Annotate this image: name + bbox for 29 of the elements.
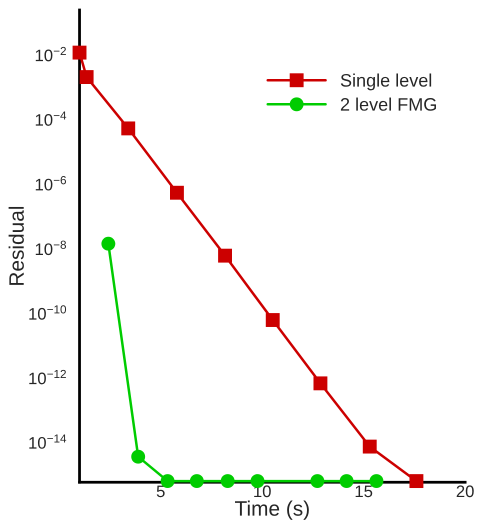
y-tick-label: 10$^{−8}$ — [36, 240, 66, 256]
y-tick-label: 10$^{−12}$ — [29, 370, 66, 384]
point — [362, 440, 377, 454]
point — [170, 186, 184, 200]
x-tick-label: 20 — [456, 485, 474, 498]
x-axis-title: Time (s) — [235, 500, 309, 520]
legend-label: 2 level FMG — [340, 98, 436, 111]
point — [220, 474, 235, 488]
point — [101, 236, 116, 251]
point — [218, 248, 232, 263]
point — [310, 474, 324, 488]
point — [313, 376, 328, 390]
point — [72, 46, 86, 60]
legend-label: Single level — [340, 73, 432, 90]
y-tick-label: 10$^{−10}$ — [29, 305, 66, 320]
point — [131, 450, 146, 464]
y-tick-label: 10$^{−2}$ — [36, 46, 66, 62]
x-tick-label: 15 — [356, 486, 372, 498]
y-tick-label: 10$^{−6}$ — [36, 176, 66, 191]
point — [190, 474, 204, 488]
point — [340, 474, 354, 488]
point — [266, 313, 280, 327]
y-tick-label: 10$^{−4}$ — [36, 111, 66, 126]
y-tick-label: 10$^{−14}$ — [29, 434, 66, 449]
point — [409, 474, 424, 488]
y-axis-title: Residual — [8, 206, 24, 285]
point — [121, 121, 136, 136]
point — [80, 70, 94, 84]
x-tick-label: 5 — [156, 486, 165, 498]
